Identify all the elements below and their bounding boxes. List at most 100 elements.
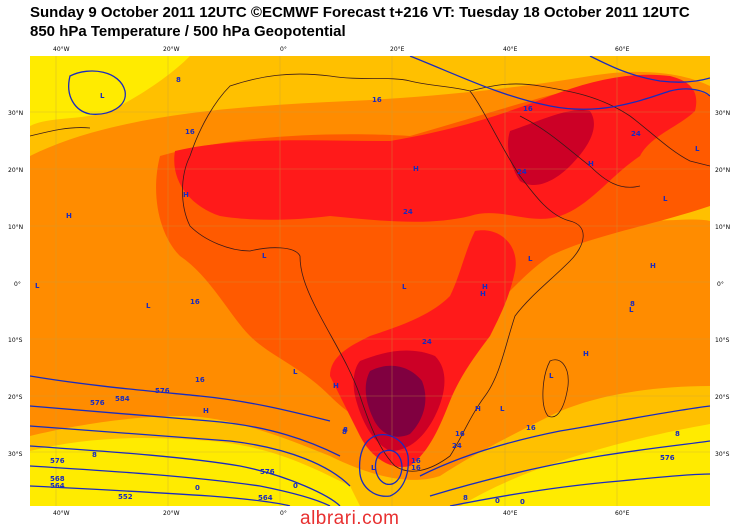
lat-label-20n-left: 20°N [8, 167, 24, 174]
lat-label-30s-right: 30°S [715, 451, 730, 458]
low-center: L [100, 92, 105, 100]
lon-label-0-top: 0° [280, 46, 287, 53]
low-center: L [35, 282, 40, 290]
high-center: H [583, 350, 589, 358]
contour-label: 568 [50, 475, 65, 483]
high-center: H [650, 262, 656, 270]
title-line-2: 850 hPa Temperature / 500 hPa Geopotenti… [30, 23, 346, 40]
contour-label: 576 [155, 387, 170, 395]
lat-label-10s-right: 10°S [715, 337, 730, 344]
lat-label-10n-right: 10°N [715, 224, 731, 231]
temp-field-arabia-darkred [508, 110, 594, 186]
lon-label-40e-top: 40°E [503, 46, 518, 53]
contour-label: 16 [372, 96, 382, 104]
high-center: H [66, 212, 72, 220]
contour-label: 576 [50, 457, 65, 465]
geopotential-contours [30, 56, 710, 506]
temp-field-south-yellow [30, 438, 360, 506]
low-center: L [549, 372, 554, 380]
high-center: H [588, 160, 594, 168]
contour-label: 8 [343, 426, 348, 434]
contour-label: 8 [342, 428, 347, 436]
contour-label: 584 [115, 395, 130, 403]
contour-label: 16 [195, 376, 205, 384]
contour-label: 8 [463, 494, 468, 502]
lat-label-10n-left: 10°N [8, 224, 24, 231]
high-center: H [333, 382, 339, 390]
lat-label-30n-left: 30°N [8, 110, 24, 117]
high-center: H [480, 290, 486, 298]
contour-label: 24 [517, 168, 527, 176]
watermark-site: albrari.com [300, 508, 400, 529]
lon-label-40e-bottom: 40°E [503, 510, 518, 517]
coastlines [30, 73, 710, 472]
lon-label-60e-bottom: 60°E [615, 510, 630, 517]
forecast-map: 8 16 16 24 24 24 24 16 16 8 8 0 0 8 8 16… [30, 56, 710, 506]
title-line-1: Sunday 9 October 2011 12UTC ©ECMWF Forec… [30, 4, 690, 21]
lat-label-20s-right: 20°S [715, 394, 730, 401]
contour-label: 576 [660, 454, 675, 462]
pressure-centers: L L H H H H L L L H L L L L L L H H H H … [35, 92, 700, 472]
low-center: L [262, 252, 267, 260]
low-center: L [528, 255, 533, 263]
lat-label-30n-right: 30°N [715, 110, 731, 117]
contour-label: 16 [523, 105, 533, 113]
temp-field-sahara-red [174, 74, 697, 222]
contour-label: 0 [495, 497, 500, 505]
lat-label-0-right: 0° [717, 281, 724, 288]
contour-labels: 8 16 16 24 24 24 24 16 16 8 8 0 0 8 8 16… [50, 76, 680, 506]
contour-label: 0 [520, 498, 525, 506]
contour-label: 564 [50, 482, 65, 490]
contour-label: 8 [176, 76, 181, 84]
low-center: L [500, 405, 505, 413]
lon-label-20w-bottom: 20°W [163, 510, 180, 517]
contour-label: 564 [258, 494, 273, 502]
contour-label: 576 [260, 468, 275, 476]
high-center: H [475, 405, 481, 413]
lat-label-30s-left: 30°S [8, 451, 23, 458]
temp-field-southeast-yellow [460, 424, 710, 506]
lon-label-40w-top: 40°W [53, 46, 70, 53]
contour-label: 16 [526, 424, 536, 432]
contour-label: 16 [185, 128, 195, 136]
lon-label-20e-top: 20°E [390, 46, 405, 53]
contour-label: 8 [675, 430, 680, 438]
lat-label-20s-left: 20°S [8, 394, 23, 401]
contour-label: 24 [631, 130, 641, 138]
low-center: L [371, 464, 376, 472]
high-center: H [413, 165, 419, 173]
low-center: L [695, 145, 700, 153]
contour-label: 552 [118, 493, 133, 501]
high-center: H [482, 283, 488, 291]
high-center: H [203, 407, 209, 415]
low-center: L [293, 368, 298, 376]
low-center: L [402, 283, 407, 291]
high-center: H [183, 191, 189, 199]
graticule [30, 56, 710, 506]
contour-label: 16 [411, 457, 421, 465]
temp-field-kalahari-maroon [365, 365, 426, 437]
contour-label: 16 [190, 298, 200, 306]
low-center: L [663, 195, 668, 203]
contour-label: 0 [293, 482, 298, 490]
lon-label-60e-top: 60°E [615, 46, 630, 53]
contour-label: 24 [422, 338, 432, 346]
contour-label: 24 [452, 442, 462, 450]
lon-label-20w-top: 20°W [163, 46, 180, 53]
contour-label: 16 [455, 430, 465, 438]
lat-label-20n-right: 20°N [715, 167, 731, 174]
low-center: L [146, 302, 151, 310]
contour-label: 8 [630, 300, 635, 308]
lat-label-10s-left: 10°S [8, 337, 23, 344]
contour-label: 8 [92, 451, 97, 459]
lon-label-40w-bottom: 40°W [53, 510, 70, 517]
contour-label: 16 [411, 464, 421, 472]
lon-label-0-bottom: 0° [280, 510, 287, 517]
contour-label: 576 [90, 399, 105, 407]
low-center: L [629, 306, 634, 314]
map-canvas: 8 16 16 24 24 24 24 16 16 8 8 0 0 8 8 16… [30, 56, 710, 506]
contour-label: 24 [403, 208, 413, 216]
contour-label: 0 [195, 484, 200, 492]
temp-field-northwest-yellow [30, 56, 190, 126]
lat-label-0-left: 0° [14, 281, 21, 288]
